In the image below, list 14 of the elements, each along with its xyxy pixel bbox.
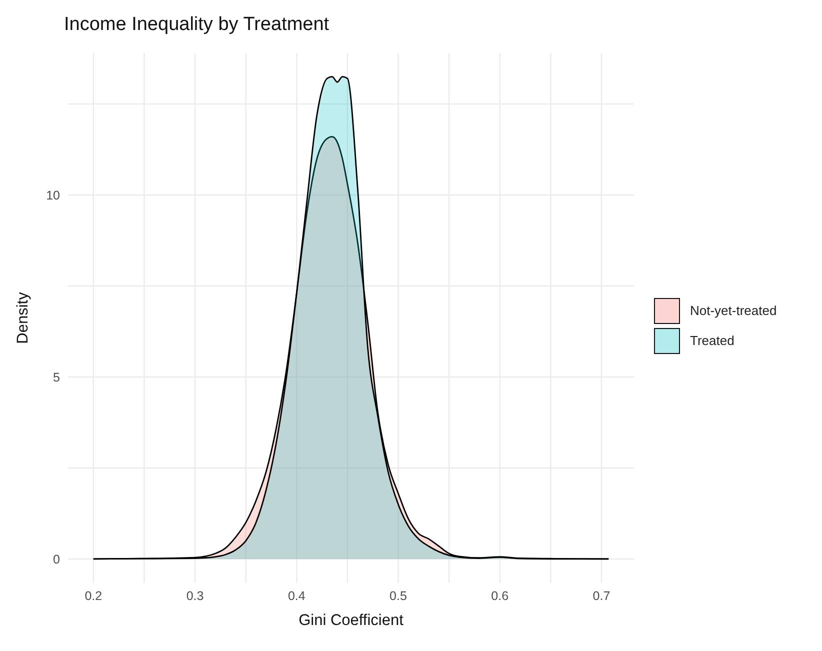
x-tick-label: 0.5 bbox=[390, 588, 407, 603]
x-axis-title: Gini Coefficient bbox=[298, 612, 404, 629]
y-tick-label: 0 bbox=[53, 552, 60, 566]
x-tick-label: 0.4 bbox=[288, 588, 306, 603]
x-tick-label: 0.2 bbox=[84, 588, 102, 603]
x-tick-label: 0.6 bbox=[491, 588, 509, 603]
y-tick-label: 10 bbox=[46, 188, 60, 202]
x-tick-label: 0.7 bbox=[592, 588, 610, 603]
x-tick-label: 0.3 bbox=[186, 588, 204, 603]
legend-label: Not-yet-treated bbox=[690, 303, 777, 318]
chart-title: Income Inequality by Treatment bbox=[64, 14, 330, 36]
y-tick-label: 5 bbox=[53, 370, 60, 384]
y-axis-title: Density bbox=[14, 292, 32, 344]
legend-label: Treated bbox=[690, 333, 734, 348]
